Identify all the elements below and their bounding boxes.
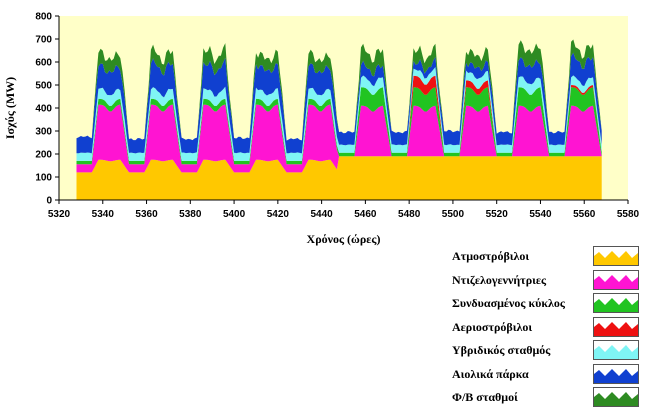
legend-label: Αιολικά πάρκα <box>452 366 529 381</box>
legend-swatch <box>593 387 639 407</box>
series-area-7 <box>76 39 602 141</box>
y-axis-title: Ισχύς (MW) <box>3 77 17 139</box>
x-tick-label: 5320 <box>48 209 71 220</box>
legend: Ατμοστρόβιλοι Ντιζελογεννήτριες Συνδυασμέν… <box>452 243 648 408</box>
x-tick-label: 5580 <box>617 209 640 220</box>
legend-item: Ντιζελογεννήτριες <box>452 267 648 291</box>
x-tick-label: 5340 <box>92 209 115 220</box>
y-tick-label: 500 <box>35 81 52 92</box>
legend-label: Φ/Β σταθμοί <box>452 390 518 404</box>
legend-item: Φ/Β σταθμοί <box>452 384 648 408</box>
legend-swatch <box>593 316 639 337</box>
legend-item: Αεριοστρόβιλοι <box>452 314 648 338</box>
x-axis-title: Χρόνος (ώρες) <box>307 232 381 246</box>
series-areas <box>76 39 602 200</box>
x-tick-label: 5500 <box>442 209 465 220</box>
x-tick-label: 5520 <box>486 209 509 220</box>
legend-label: Συνδυασμένος κύκλος <box>452 296 565 310</box>
y-tick-label: 700 <box>35 35 52 46</box>
legend-swatch <box>593 340 639 360</box>
legend-item: Υβριδικός σταθμός <box>452 337 648 361</box>
legend-swatch <box>593 269 639 290</box>
y-tick-label: 800 <box>35 12 52 23</box>
legend-label: Ντιζελογεννήτριες <box>452 272 547 287</box>
x-tick-label: 5420 <box>267 209 290 220</box>
x-tick-label: 5400 <box>223 209 246 220</box>
y-tick-label: 400 <box>35 104 52 115</box>
y-tick-label: 100 <box>35 173 52 184</box>
x-tick-label: 5480 <box>398 209 421 220</box>
series-area-5 <box>76 67 602 161</box>
legend-label: Αεριοστρόβιλοι <box>452 319 533 334</box>
legend-swatch <box>593 363 639 384</box>
x-tick-label: 5360 <box>135 209 158 220</box>
series-area-2 <box>76 104 602 173</box>
x-tick-label: 5460 <box>354 209 377 220</box>
legend-item: Ατμοστρόβιλοι <box>452 243 648 267</box>
legend-swatch <box>593 293 639 313</box>
x-tick-label: 5440 <box>310 209 333 220</box>
x-tick-label: 5560 <box>573 209 596 220</box>
x-tick-label: 5380 <box>179 209 202 220</box>
x-tick-label: 5540 <box>529 209 552 220</box>
legend-swatch <box>593 246 639 266</box>
series-area-6 <box>76 52 602 154</box>
legend-label: Ατμοστρόβιλοι <box>452 249 530 263</box>
legend-item: Αιολικά πάρκα <box>452 361 648 385</box>
legend-item: Συνδυασμένος κύκλος <box>452 290 648 314</box>
y-tick-label: 200 <box>35 150 52 161</box>
series-area-1 <box>76 156 602 200</box>
x-ticks: 5320 5340 5360 5380 5400 5420 5440 5460 5480 5500… <box>48 200 640 220</box>
legend-label: Υβριδικός σταθμός <box>452 343 551 357</box>
y-tick-label: 600 <box>35 58 52 69</box>
y-tick-label: 0 <box>46 196 52 207</box>
y-ticks: 0 100 200 300 400 500 600 700 800 <box>35 12 59 207</box>
y-tick-label: 300 <box>35 127 52 138</box>
